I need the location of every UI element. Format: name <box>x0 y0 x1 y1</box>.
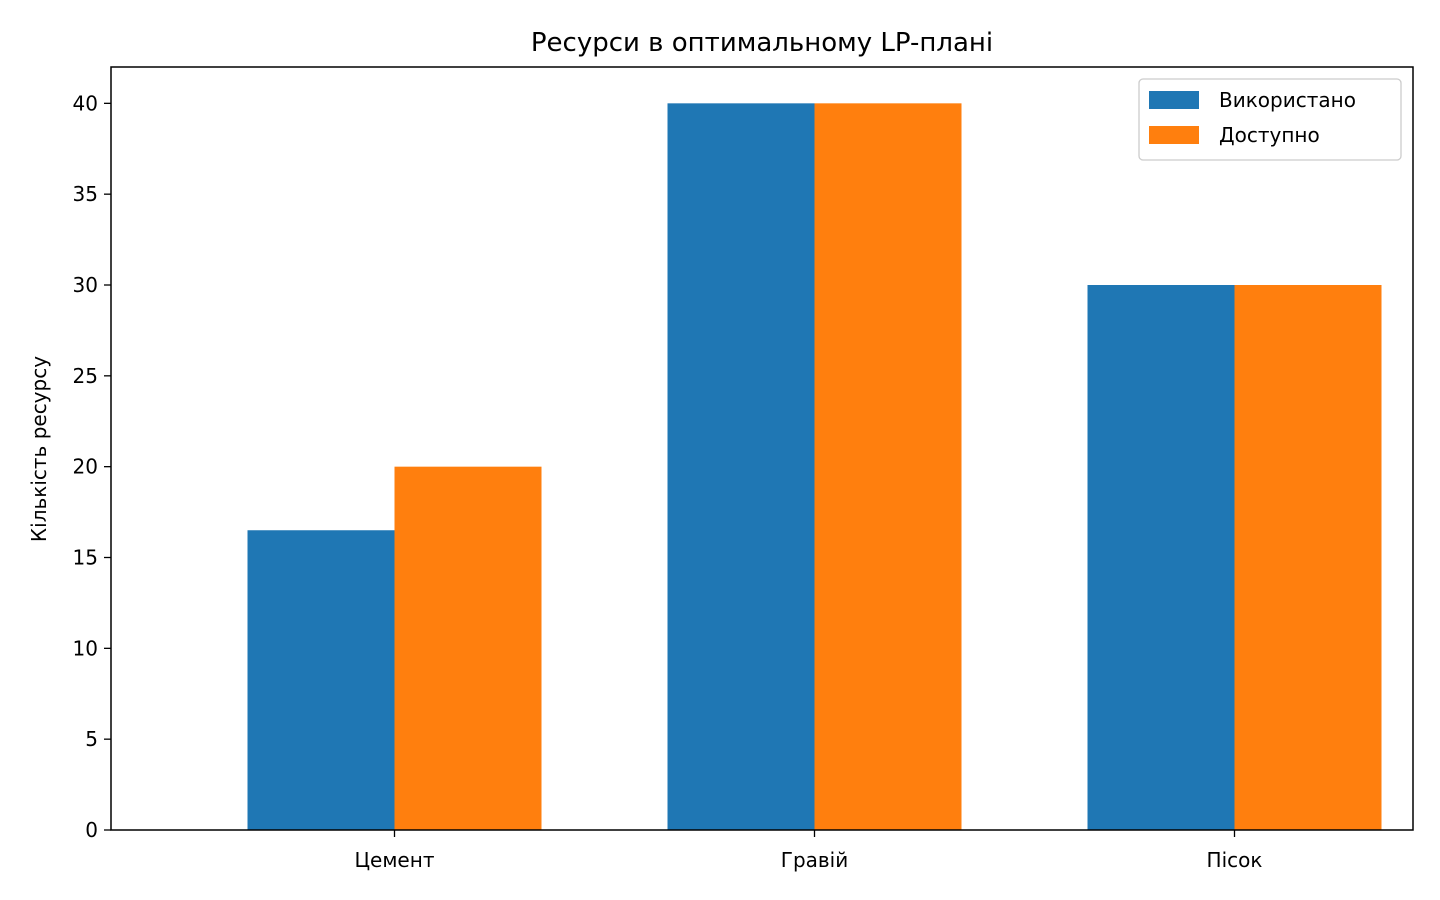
y-tick-label: 10 <box>73 636 98 660</box>
y-tick-label: 20 <box>73 455 98 479</box>
plot-frame <box>110 66 1414 831</box>
bar-available-2 <box>1234 285 1382 830</box>
x-tick-label: Пісок <box>1207 848 1263 872</box>
y-tick-label: 0 <box>85 818 98 842</box>
legend-box <box>1138 78 1402 161</box>
x-tick-label: Гравій <box>781 848 849 872</box>
y-tick-label: 35 <box>73 182 98 206</box>
y-tick-label: 40 <box>73 91 98 115</box>
bar-used-0 <box>247 530 395 830</box>
x-ticks-group: Цемент Гравій Пісок <box>355 830 1263 872</box>
legend-label-used: Використано <box>1219 88 1356 112</box>
legend-swatch-used <box>1149 91 1199 109</box>
y-tick-label: 25 <box>73 364 98 388</box>
y-axis-label: Кількість ресурсу <box>27 356 51 542</box>
legend-swatch-available <box>1149 126 1199 144</box>
y-tick-label: 15 <box>73 546 98 570</box>
chart-title: Ресурси в оптимальному LP-плані <box>531 28 993 58</box>
y-tick-label: 30 <box>73 273 98 297</box>
y-tick-label: 5 <box>85 727 98 751</box>
bar-available-1 <box>814 103 962 831</box>
bar-available-0 <box>394 466 542 830</box>
legend: Використано Доступно <box>1138 78 1402 161</box>
x-tick-label: Цемент <box>355 848 435 872</box>
y-ticks-group: 0 5 10 15 20 25 30 35 40 <box>73 91 111 842</box>
legend-label-available: Доступно <box>1219 123 1320 147</box>
bar-used-2 <box>1087 285 1235 830</box>
bar-used-1 <box>667 103 815 831</box>
bars-group <box>247 103 1382 831</box>
